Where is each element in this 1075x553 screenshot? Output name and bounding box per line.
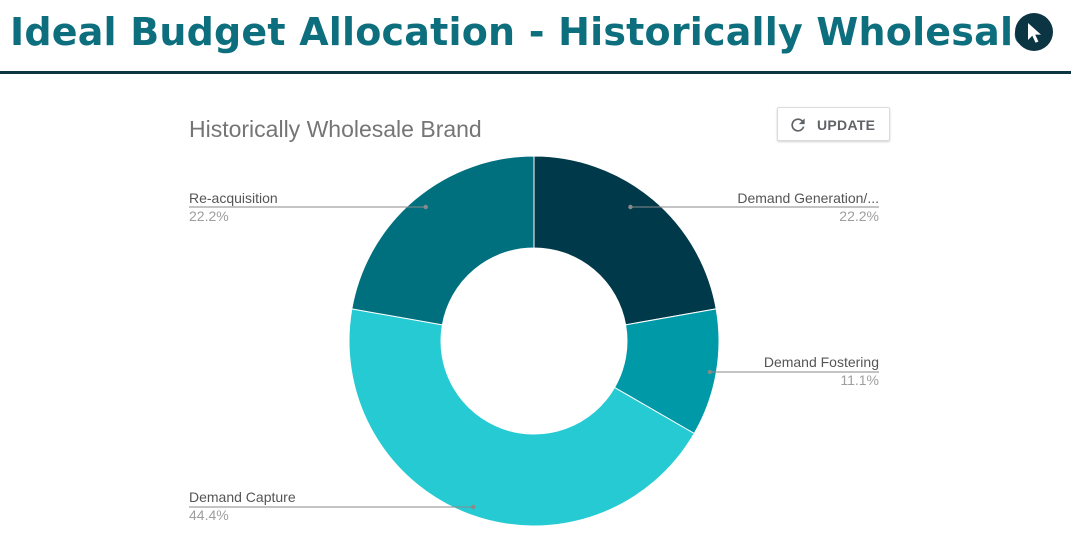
update-button-label: UPDATE bbox=[817, 117, 876, 133]
chart-title: Historically Wholesale Brand bbox=[189, 116, 482, 142]
pointer-button[interactable] bbox=[1015, 13, 1053, 51]
slice-percent-4: 22.2% bbox=[189, 208, 229, 224]
donut-slice-1[interactable] bbox=[533, 155, 717, 326]
slice-percent-3: 44.4% bbox=[189, 507, 229, 523]
slice-percent-2: 11.1% bbox=[840, 372, 879, 388]
page-header: Ideal Budget Allocation - Historically W… bbox=[0, 0, 1075, 76]
page-title: Ideal Budget Allocation - Historically W… bbox=[10, 10, 1040, 54]
donut-chart: Demand Generation/... 22.2% Demand Fosteri… bbox=[189, 155, 879, 527]
slice-percent-1: 22.2% bbox=[839, 208, 879, 224]
donut-slice-3[interactable] bbox=[348, 308, 695, 527]
slice-label-4: Re-acquisition bbox=[189, 190, 278, 206]
leader-dot-1 bbox=[628, 204, 633, 210]
leader-dot-2 bbox=[707, 369, 713, 375]
leader-dot-3 bbox=[471, 504, 476, 510]
slice-label-1: Demand Generation/... bbox=[737, 190, 879, 206]
update-button[interactable]: UPDATE bbox=[777, 107, 890, 141]
donut-slice-4[interactable] bbox=[351, 155, 535, 326]
leader-dot-4 bbox=[423, 204, 428, 210]
slice-label-3: Demand Capture bbox=[189, 489, 296, 505]
slice-label-2: Demand Fostering bbox=[764, 354, 879, 370]
header-divider bbox=[0, 71, 1071, 74]
cursor-arrow-icon bbox=[1028, 23, 1041, 43]
